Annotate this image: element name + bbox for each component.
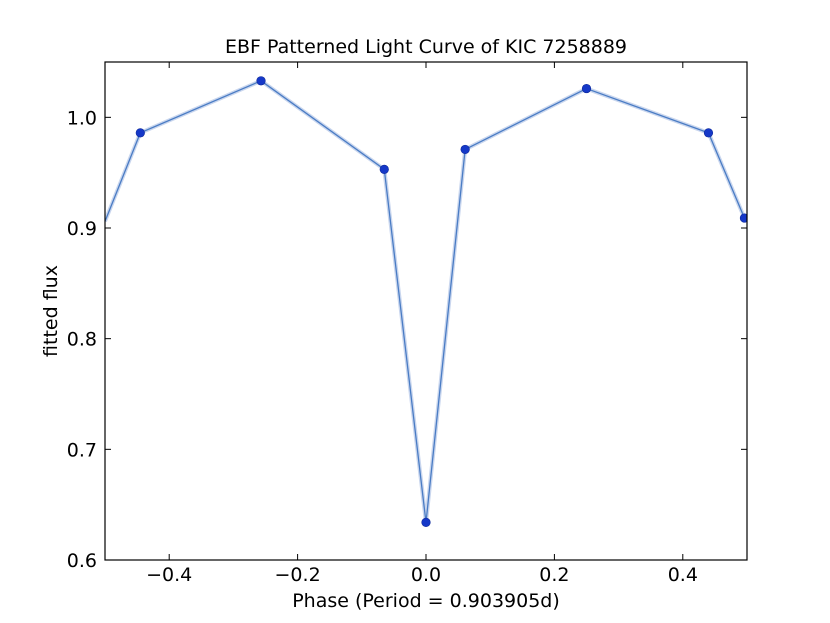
series-layer [105, 76, 747, 527]
plot-area: −0.4 −0.2 0.0 0.2 0.4 0.6 0.7 0.8 0.9 1.0 [67, 61, 748, 586]
y-tick-label: 0.9 [67, 218, 97, 240]
x-axis-ticks: −0.4 −0.2 0.0 0.2 0.4 [146, 62, 698, 586]
x-tick-label: 0.0 [411, 564, 441, 586]
data-point [256, 76, 266, 86]
x-axis-label: Phase (Period = 0.903905d) [292, 590, 560, 612]
x-tick-label: −0.2 [275, 564, 321, 586]
data-point [379, 164, 389, 174]
plot-frame [104, 61, 748, 561]
data-point [135, 128, 145, 138]
x-tick-label: 0.4 [668, 564, 698, 586]
data-point [703, 128, 714, 138]
series-line [105, 80, 746, 524]
series-line-halo [105, 78, 747, 525]
data-point [581, 83, 592, 94]
y-axis-ticks: 0.6 0.7 0.8 0.9 1.0 [67, 107, 747, 572]
data-point [739, 213, 747, 223]
data-point [460, 144, 470, 155]
y-axis-label: fitted flux [40, 265, 62, 357]
x-tick-label: 0.2 [539, 564, 569, 586]
data-point [421, 517, 431, 527]
y-tick-label: 0.8 [67, 329, 97, 351]
y-tick-label: 0.6 [67, 550, 97, 572]
x-tick-label: −0.4 [146, 564, 192, 586]
y-tick-label: 0.7 [67, 439, 97, 461]
y-tick-label: 1.0 [67, 107, 97, 129]
chart-title: EBF Patterned Light Curve of KIC 7258889 [225, 36, 627, 58]
